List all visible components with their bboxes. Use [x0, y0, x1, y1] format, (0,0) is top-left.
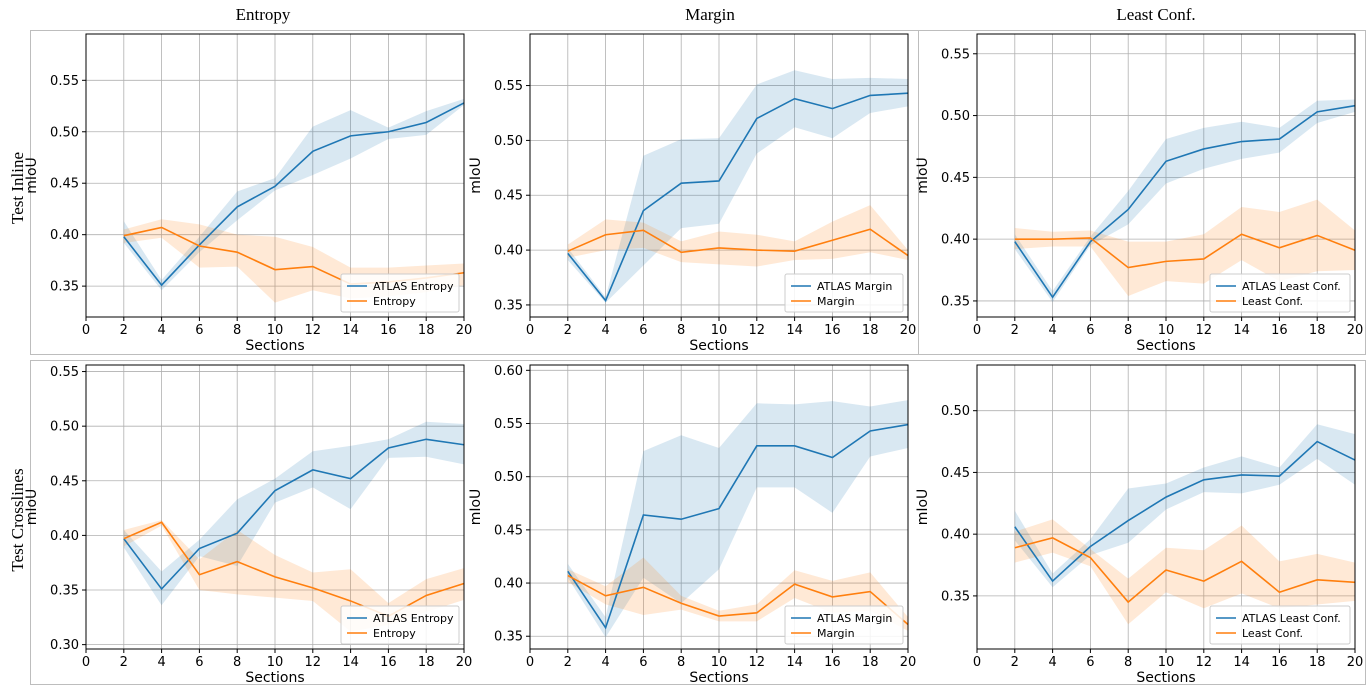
row-title-test-inline: Test Inline [8, 152, 27, 224]
row-frame-crosslines [30, 360, 1366, 685]
row-frame-inline [30, 30, 1366, 355]
column-title-entropy: Entropy [235, 5, 291, 24]
column-title-margin: Margin [685, 5, 735, 24]
column-title-least-conf: Least Conf. [1116, 5, 1196, 24]
row-title-test-crosslines: Test Crosslines [8, 468, 27, 572]
panel-separator [918, 30, 919, 355]
